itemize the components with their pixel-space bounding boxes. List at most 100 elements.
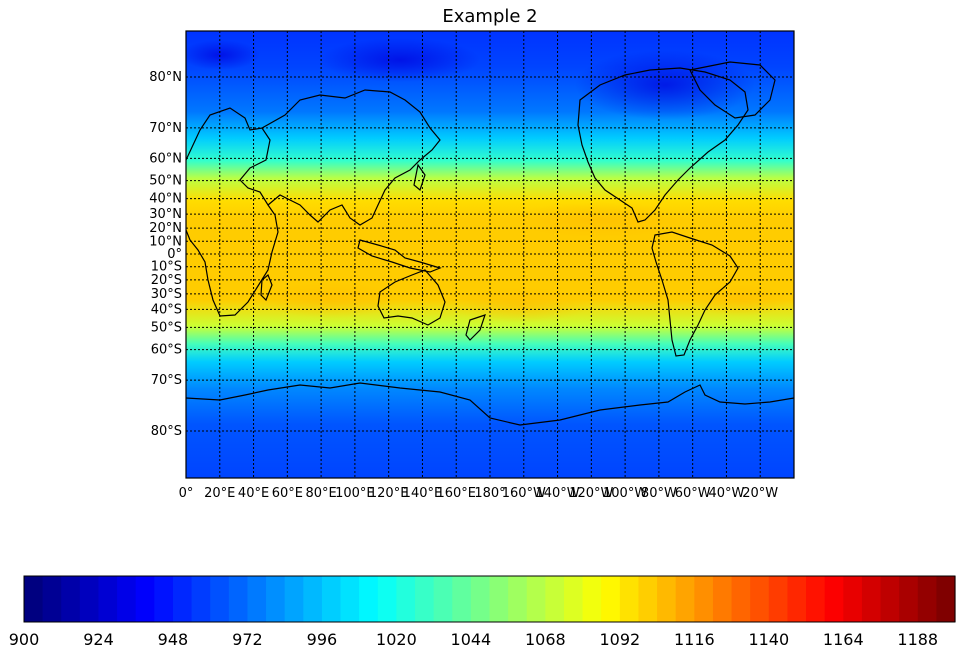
colorbar-swatch [24, 576, 44, 622]
colorbar-swatch [452, 576, 472, 622]
longitude-label: 120°E [369, 486, 409, 501]
australia-outline [377, 269, 446, 326]
colorbar-swatch [340, 576, 360, 622]
colorbar-frame [23, 575, 956, 623]
colorbar-swatch [936, 576, 956, 622]
latitude-label: 60°S [151, 343, 182, 358]
colorbar-tick-label: 1140 [748, 630, 789, 649]
greenland-outline [689, 61, 776, 119]
latitude-label: 50°S [151, 320, 182, 335]
colorbar-swatch [42, 576, 62, 622]
colorbar-swatch [657, 576, 677, 622]
colorbar-swatch [899, 576, 919, 622]
colorbar-swatch [359, 576, 379, 622]
colorbar-swatch [228, 576, 249, 622]
colorbar-tick-label: 948 [158, 630, 189, 649]
colorbar-swatch [545, 576, 565, 622]
longitude-label: 0° [179, 486, 194, 501]
colorbar-swatch [917, 576, 937, 622]
south-america-outline [651, 231, 739, 357]
colorbar-swatch [526, 576, 546, 622]
colorbar-tick-label: 900 [9, 630, 40, 649]
map-title: Example 2 [442, 6, 538, 27]
colorbar-swatch [61, 576, 81, 622]
colorbar-swatch [582, 576, 602, 622]
africa-europe-outline [186, 107, 279, 317]
colorbar-swatch [694, 576, 714, 622]
colorbar-swatch [135, 576, 155, 622]
longitude-label: 80°E [305, 486, 336, 501]
north-america-outline [577, 67, 749, 223]
colorbar-swatch [470, 576, 491, 622]
longitude-label: 40°W [708, 486, 744, 501]
colorbar-swatch [396, 576, 416, 622]
colorbar-swatch [824, 576, 844, 622]
colorbar-swatch [172, 576, 193, 622]
madagascar-outline [260, 274, 273, 302]
latitude-labels: 80°N 70°N 60°N 50°N 40°N30°N20°N10°N0°10°S20… [149, 70, 182, 439]
longitude-label: 20°E [204, 486, 235, 501]
colorbar-swatch [154, 576, 174, 622]
latitude-label: 20°S [151, 273, 182, 288]
longitude-label: 140°E [403, 486, 443, 501]
longitude-labels: 0° 20°E 40°E 60°E 80°E100°E120°E140°E160°E18… [179, 486, 779, 501]
latitude-label: 70°N [149, 121, 182, 136]
colorbar-swatch [210, 576, 230, 622]
graticule [186, 31, 794, 478]
colorbar-swatch [79, 576, 100, 622]
colorbar-tick-label: 1068 [525, 630, 566, 649]
colorbar-swatch [433, 576, 453, 622]
latitude-label: 40°N [149, 192, 182, 207]
colorbar-swatch [377, 576, 397, 622]
longitude-label: 60°W [675, 486, 711, 501]
colorbar-tick-label: 1188 [897, 630, 938, 649]
latitude-label: 20°N [149, 221, 182, 236]
antarctica-outline [186, 382, 794, 426]
colorbar-tick-label: 1020 [376, 630, 417, 649]
colorbar-swatch [266, 576, 286, 622]
colorbar-swatch [117, 576, 137, 622]
colorbar-swatch [284, 576, 304, 622]
latitude-label: 30°N [149, 207, 182, 222]
colorbar-swatch [508, 576, 528, 622]
latitude-label: 80°S [151, 424, 182, 439]
colorbar-swatch [675, 576, 695, 622]
latitude-label: 30°S [151, 287, 182, 302]
colorbar-swatch [787, 576, 807, 622]
longitude-label: 160°E [436, 486, 476, 501]
new-zealand-outline [465, 314, 486, 341]
colorbar-swatch [415, 576, 435, 622]
colorbar-swatch [750, 576, 770, 622]
longitude-label: 120°W [569, 486, 613, 501]
latitude-label: 0° [167, 247, 182, 262]
colorbar-swatch [712, 576, 733, 622]
indonesia-outline [357, 239, 442, 273]
colorbar-swatch [619, 576, 640, 622]
colorbar-swatch [768, 576, 789, 622]
colorbar-swatch [731, 576, 751, 622]
latitude-label: 10°S [151, 260, 182, 275]
latitude-label: 40°S [151, 302, 182, 317]
latitude-label: 60°N [149, 151, 182, 166]
colorbar-swatch [191, 576, 211, 622]
longitude-label: 40°E [238, 486, 269, 501]
colorbar-swatch [843, 576, 863, 622]
longitude-label: 60°E [272, 486, 303, 501]
colorbar-swatch [489, 576, 509, 622]
land-outlines [186, 61, 794, 426]
colorbar-tick-label: 924 [83, 630, 114, 649]
longitude-label: 140°W [535, 486, 579, 501]
longitude-label: 100°E [335, 486, 375, 501]
colorbar-tick-label: 972 [232, 630, 263, 649]
colorbar-swatch [806, 576, 826, 622]
colorbar-tick-label: 996 [307, 630, 338, 649]
colorbar-swatch [880, 576, 900, 622]
longitude-label: 180° [474, 486, 505, 501]
colorbar-swatch [563, 576, 584, 622]
longitude-label: 80°W [641, 486, 677, 501]
colorbar-swatch [638, 576, 658, 622]
colorbar-swatch [321, 576, 342, 622]
longitude-label: 160°W [502, 486, 546, 501]
latitude-label: 50°N [149, 174, 182, 189]
latitude-label: 70°S [151, 373, 182, 388]
